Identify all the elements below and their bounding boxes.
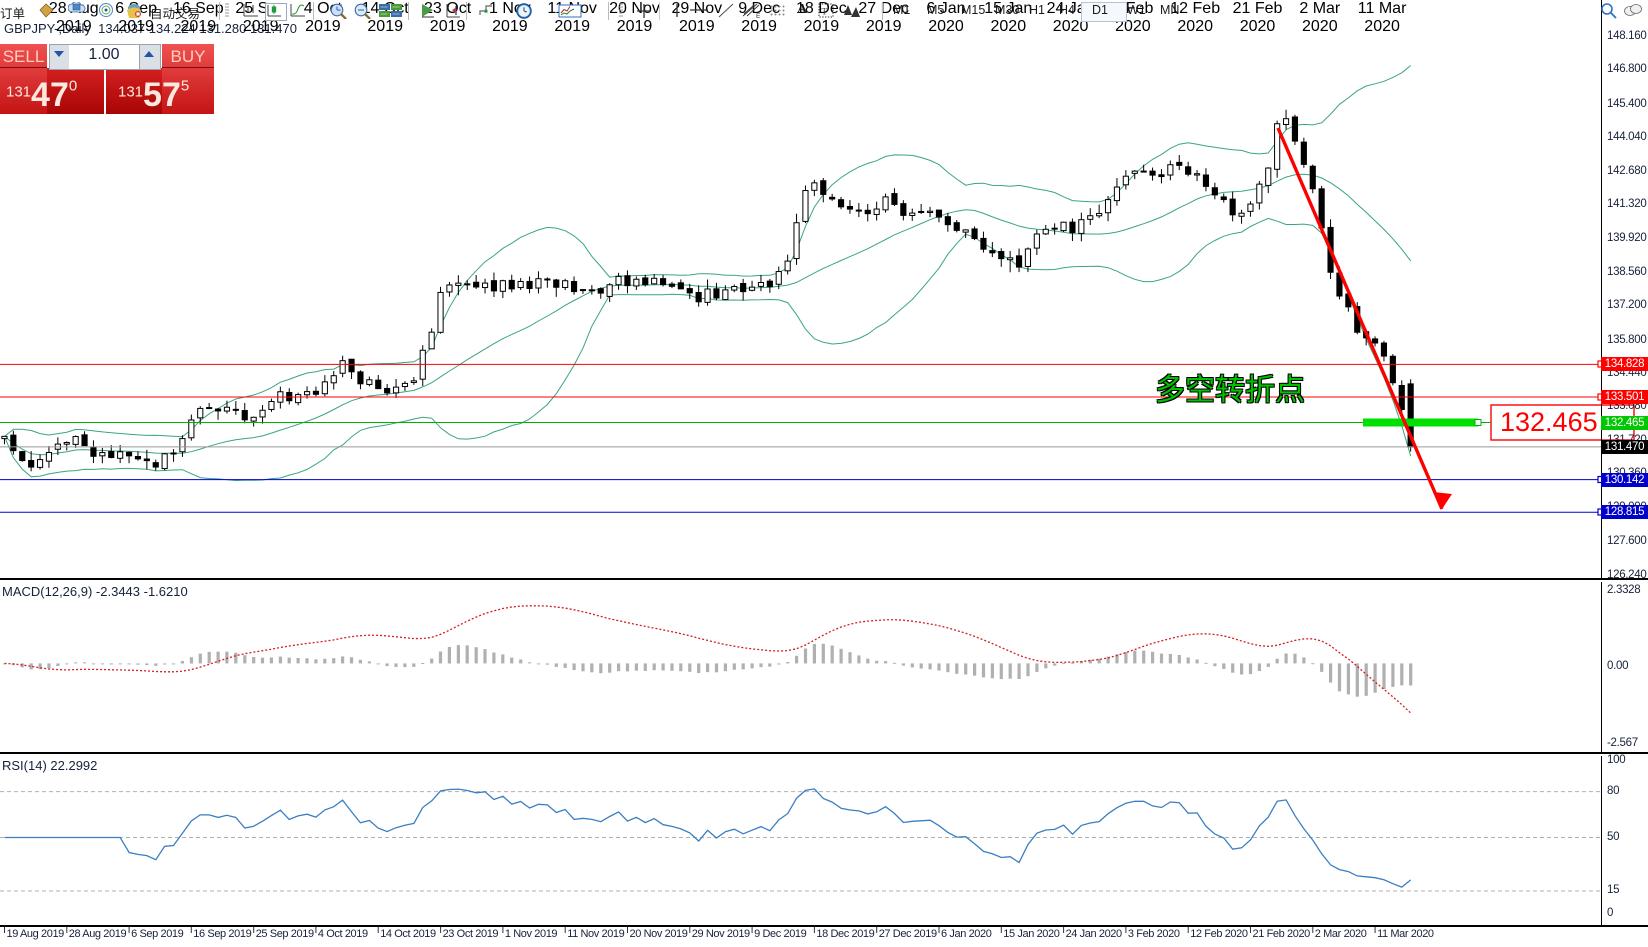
svg-text:T: T <box>822 7 828 17</box>
svg-text:多空转折点: 多空转折点 <box>1155 374 1305 407</box>
svg-text:E: E <box>756 13 761 18</box>
svg-text:132.465: 132.465 <box>1500 407 1598 437</box>
